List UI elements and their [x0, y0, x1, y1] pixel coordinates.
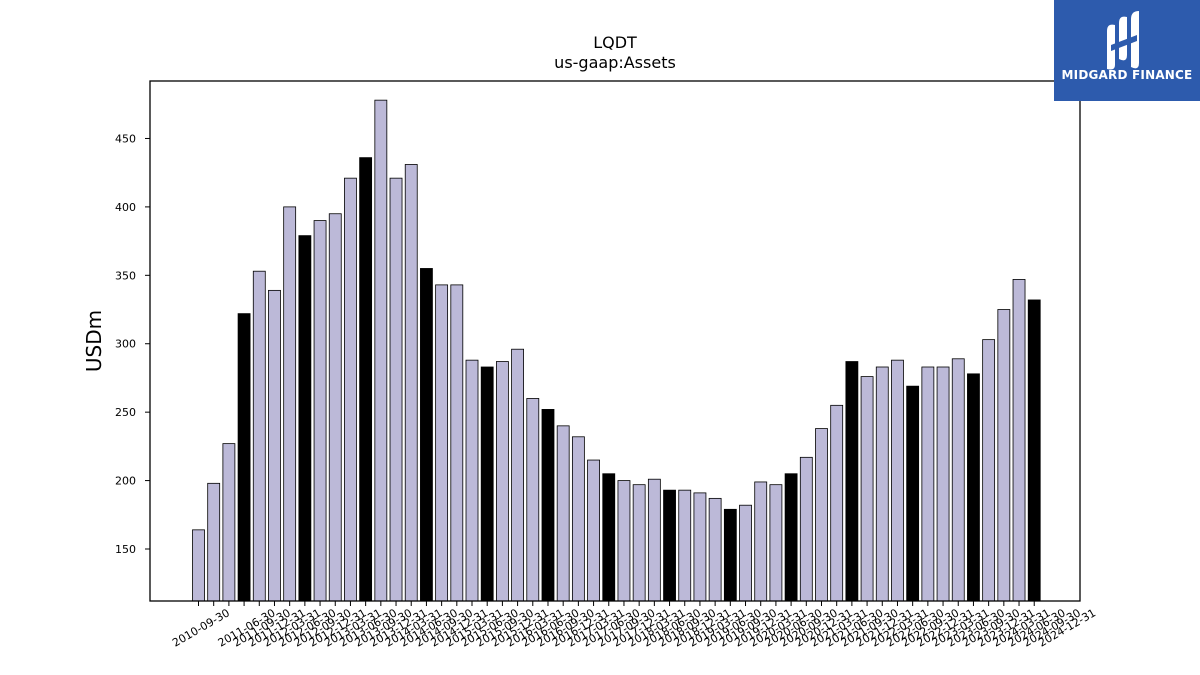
bar-2012-03-31 — [283, 206, 297, 602]
bar-2020-03-31 — [769, 484, 783, 602]
bar-2011-06-30 — [237, 313, 251, 602]
bar-2024-06-30 — [1027, 299, 1041, 602]
bar-2019-03-31 — [708, 497, 722, 602]
x-axis: 2010-09-302011-06-302011-09-302011-12-31… — [170, 601, 1098, 650]
bar-2016-06-30 — [541, 409, 555, 602]
bar-2012-12-31 — [328, 213, 342, 602]
bar-2013-12-31 — [389, 177, 403, 602]
bar-2014-06-30 — [420, 268, 433, 602]
bar-2023-12-31 — [997, 309, 1011, 602]
bar-2019-06-30 — [723, 508, 737, 602]
bar-2015-12-31 — [511, 348, 525, 602]
y-tick-label: 350 — [115, 269, 136, 282]
plot-frame — [149, 80, 1081, 602]
bar-2019-12-31 — [754, 481, 768, 602]
logo-text: MIDGARD FINANCE — [1061, 68, 1193, 82]
bar-2017-06-30 — [602, 473, 616, 602]
bar-2015-09-30 — [495, 361, 509, 602]
bar-2022-12-31 — [936, 366, 950, 602]
brand-logo: MIDGARD FINANCE — [1054, 0, 1200, 101]
y-axis: 150 200 250 300 350 400 450 — [115, 132, 150, 556]
y-tick-label: 400 — [115, 201, 136, 214]
bar-2017-03-31 — [587, 459, 600, 602]
bar-2013-06-30 — [359, 157, 373, 602]
bar-2018-03-31 — [647, 478, 661, 602]
bar-2020-12-31 — [815, 428, 828, 602]
bar-2019-09-30 — [739, 504, 752, 602]
bar-2014-09-30 — [435, 284, 449, 602]
logo-mark-icon — [1107, 11, 1139, 70]
bar-2023-09-30 — [982, 339, 996, 602]
bar-2022-09-30 — [921, 366, 935, 602]
bar-2011-09-30 — [252, 270, 266, 602]
y-tick-label: 300 — [115, 338, 136, 351]
bar-2015-06-30 — [480, 366, 494, 602]
bar-2018-06-30 — [663, 489, 676, 602]
bar-2022-06-30 — [906, 385, 920, 602]
bar-2015-03-31 — [465, 359, 479, 602]
bar-2010-09-30 — [192, 529, 205, 602]
y-tick-label: 250 — [115, 406, 136, 419]
bar-2020-09-30 — [799, 456, 813, 602]
y-axis-label: USDm — [82, 310, 106, 372]
bar-2021-12-31 — [875, 366, 889, 602]
bar-2018-12-31 — [693, 492, 707, 602]
bar-2016-03-31 — [526, 398, 540, 602]
chart-title: LQDT — [593, 33, 637, 52]
bar-2021-03-31 — [830, 404, 844, 602]
bar-2020-06-30 — [784, 473, 798, 602]
bar-2012-06-30 — [298, 235, 312, 602]
y-tick-label: 450 — [115, 132, 136, 145]
bar-2016-12-31 — [571, 436, 585, 602]
bar-2014-03-31 — [404, 164, 418, 602]
bar-2023-06-30 — [967, 373, 980, 602]
bar-2024-03-31 — [1012, 279, 1026, 602]
bar-2014-12-31 — [450, 284, 464, 602]
bars-layer — [192, 99, 1041, 602]
chart-subtitle: us-gaap:Assets — [554, 53, 676, 72]
bar-2011-12-31 — [268, 289, 281, 602]
y-tick-label: 150 — [115, 543, 136, 556]
y-tick-label: 200 — [115, 475, 136, 488]
bar-2021-09-30 — [860, 376, 874, 602]
bar-2018-09-30 — [678, 489, 692, 602]
bar-2017-12-31 — [632, 484, 646, 602]
bar-2011-03-31 — [222, 443, 236, 602]
bar-2010-12-31 — [207, 482, 221, 602]
bar-2017-09-30 — [617, 480, 631, 602]
bar-2013-03-31 — [344, 177, 357, 602]
bar-2022-03-31 — [891, 359, 904, 602]
bar-2023-03-31 — [951, 358, 965, 602]
bar-2021-06-30 — [845, 361, 859, 602]
bar-2013-09-30 — [374, 99, 388, 602]
bar-2012-09-30 — [313, 220, 327, 602]
bar-2016-09-30 — [556, 425, 570, 602]
